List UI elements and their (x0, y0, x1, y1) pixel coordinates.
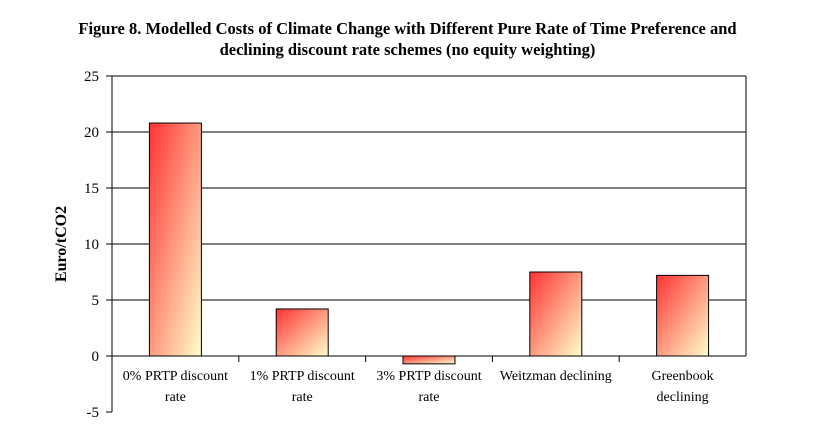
bar (656, 274, 710, 357)
y-tick-label: 20 (84, 125, 99, 141)
axes (106, 75, 747, 413)
x-tick-label: rate (165, 390, 186, 405)
chart-title-line-2: declining discount rate schemes (no equi… (219, 40, 596, 59)
chart-title-line-1: Figure 8. Modelled Costs of Climate Chan… (78, 19, 737, 38)
x-tick-label: 0% PRTP discount (123, 369, 228, 384)
bar (275, 308, 329, 357)
y-tick-label: 0 (92, 349, 100, 365)
x-tick-labels: 0% PRTP discount rate 1% PRTP discount rate… (123, 369, 714, 405)
y-tick-labels: -5 0 5 10 15 20 25 (84, 69, 99, 421)
x-tick-label: rate (292, 390, 313, 405)
bars (148, 122, 710, 365)
x-tick-label: 1% PRTP discount (250, 369, 355, 384)
x-tick-label: declining (657, 390, 709, 405)
y-tick-label: -5 (87, 405, 100, 421)
x-tick-label: Weitzman declining (500, 369, 612, 384)
chart-title: Figure 8. Modelled Costs of Climate Chan… (0, 18, 815, 60)
gridlines (112, 75, 746, 301)
x-tick-label: Greenbook (651, 369, 713, 384)
y-axis-label: Euro/tCO2 (53, 206, 70, 282)
bar (402, 355, 456, 365)
x-tick-label: 3% PRTP discount (376, 369, 481, 384)
x-tick-label: rate (419, 390, 440, 405)
y-tick-label: 5 (92, 293, 100, 309)
bar (148, 122, 202, 357)
y-tick-label: 10 (84, 237, 99, 253)
y-tick-label: 15 (84, 181, 99, 197)
bar (529, 271, 583, 357)
y-tick-label: 25 (84, 69, 99, 85)
